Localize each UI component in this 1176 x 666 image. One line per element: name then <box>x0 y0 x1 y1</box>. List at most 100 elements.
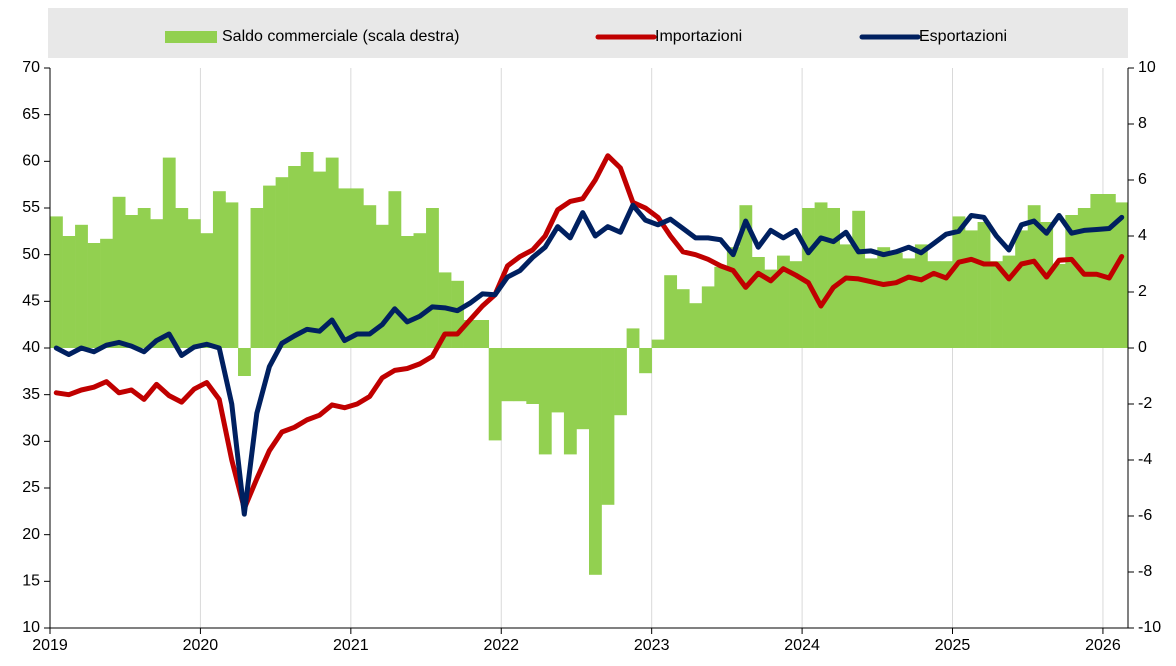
bar <box>238 348 251 376</box>
bar <box>563 348 577 455</box>
bar <box>338 188 352 348</box>
y-tick-label: 40 <box>22 339 40 356</box>
bar <box>50 216 63 348</box>
bar <box>388 191 402 348</box>
bar <box>100 238 113 348</box>
bar <box>889 252 903 348</box>
bar <box>125 215 139 348</box>
bar <box>1052 264 1066 348</box>
bar <box>814 202 828 348</box>
y2-tick-label: 10 <box>1138 59 1156 76</box>
bar <box>601 348 615 505</box>
bar <box>1102 194 1116 348</box>
y-tick-label: 65 <box>22 106 40 123</box>
x-tick-label: 2026 <box>1085 637 1121 654</box>
y2-tick-label: -6 <box>1138 507 1152 524</box>
bar <box>413 233 427 348</box>
bar <box>476 320 490 348</box>
bar <box>689 303 703 348</box>
x-tick-label: 2022 <box>483 637 519 654</box>
bar <box>187 219 201 348</box>
y2-tick-label: 2 <box>1138 283 1147 300</box>
bar <box>952 216 966 348</box>
bar <box>676 289 690 348</box>
bar <box>538 348 552 455</box>
bar <box>488 348 502 441</box>
bar <box>451 280 464 348</box>
bar <box>137 208 151 348</box>
legend-label: Importazioni <box>655 28 742 45</box>
bar <box>614 348 627 416</box>
bar <box>513 348 527 402</box>
bar <box>1077 208 1091 348</box>
bar <box>576 348 590 430</box>
bar <box>1027 205 1041 348</box>
y2-tick-label: 8 <box>1138 115 1147 132</box>
bar <box>839 244 853 348</box>
bar <box>990 261 1003 348</box>
bar <box>250 208 264 348</box>
bar <box>501 348 515 402</box>
y-tick-label: 50 <box>22 246 40 263</box>
bar <box>589 348 602 575</box>
bar <box>150 219 164 348</box>
bar <box>914 244 928 348</box>
y2-tick-label: -2 <box>1138 395 1152 412</box>
bar <box>927 261 941 348</box>
bar <box>751 257 765 348</box>
y-tick-label: 15 <box>22 573 40 590</box>
bar <box>551 348 565 413</box>
y-tick-label: 55 <box>22 199 40 216</box>
bar <box>300 152 314 348</box>
bar <box>827 208 840 348</box>
bar <box>701 286 715 348</box>
x-tick-label: 2024 <box>784 637 820 654</box>
bar <box>977 222 991 348</box>
bar <box>639 348 652 374</box>
bar <box>626 328 640 348</box>
bar <box>526 348 540 404</box>
line-series <box>53 202 1125 517</box>
legend-swatch <box>165 31 217 43</box>
bar <box>112 196 126 348</box>
x-tick-label: 2025 <box>935 637 971 654</box>
y-tick-label: 70 <box>22 59 40 76</box>
bar <box>175 208 189 348</box>
y-tick-label: 35 <box>22 386 40 403</box>
bar <box>1065 215 1079 348</box>
y2-tick-label: -4 <box>1138 451 1152 468</box>
bar <box>1040 222 1054 348</box>
bar <box>726 247 740 348</box>
bar <box>965 230 978 348</box>
y-tick-label: 30 <box>22 433 40 450</box>
bar <box>162 157 176 348</box>
line-series <box>53 153 1125 512</box>
bar <box>1090 194 1104 348</box>
bar <box>902 258 916 348</box>
x-tick-label: 2021 <box>333 637 369 654</box>
x-tick-label: 2020 <box>183 637 219 654</box>
bar <box>714 266 728 348</box>
x-tick-label: 2019 <box>32 637 68 654</box>
legend-label: Saldo commerciale (scala destra) <box>222 28 459 45</box>
bar <box>1115 202 1129 348</box>
bar <box>651 339 665 348</box>
bar <box>313 171 327 348</box>
bar <box>1015 230 1029 348</box>
bar <box>200 233 214 348</box>
y-tick-label: 45 <box>22 293 40 310</box>
bar <box>789 261 803 348</box>
bar <box>426 208 439 348</box>
bar <box>363 205 377 348</box>
bar <box>62 236 76 348</box>
legend-background <box>48 8 1128 58</box>
legend-label: Esportazioni <box>919 28 1007 45</box>
bar <box>225 202 239 348</box>
bar <box>877 247 891 348</box>
bar <box>275 177 289 348</box>
bar <box>263 185 276 348</box>
y2-tick-label: 0 <box>1138 339 1147 356</box>
bar <box>764 269 778 348</box>
bar <box>1002 255 1016 348</box>
